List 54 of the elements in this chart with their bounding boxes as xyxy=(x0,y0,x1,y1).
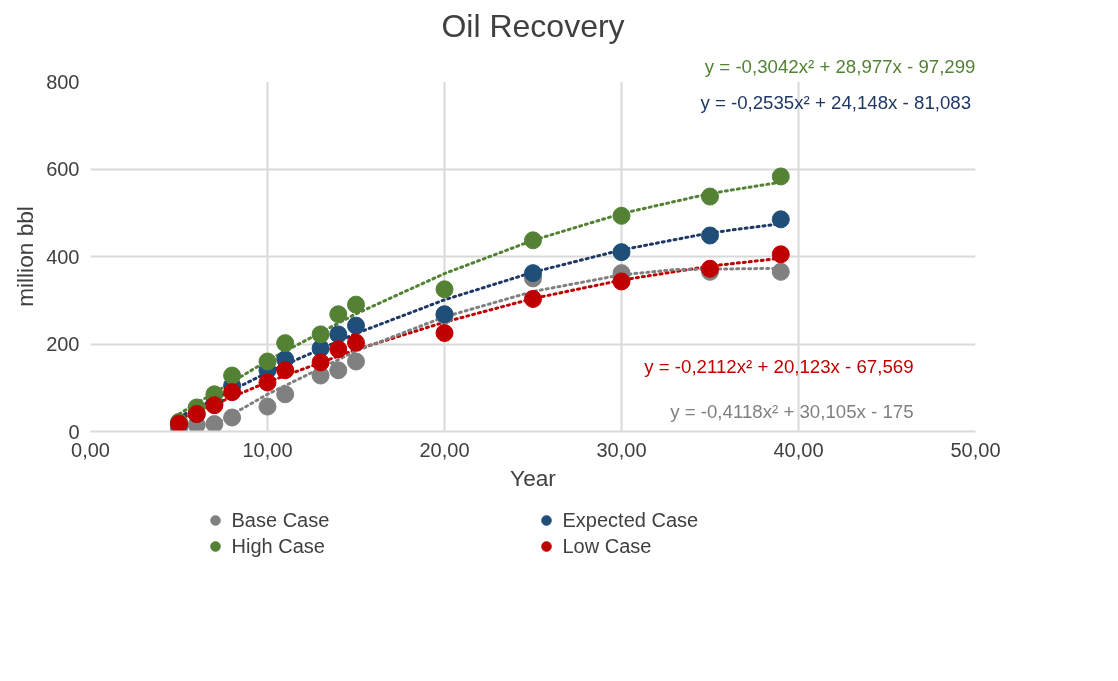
point xyxy=(771,245,790,264)
point xyxy=(276,361,295,380)
y-tick-label: 800 xyxy=(46,70,80,93)
y-tick-label: 400 xyxy=(46,245,80,268)
y-axis-title: million bbl xyxy=(12,206,39,307)
point xyxy=(347,316,365,335)
point xyxy=(329,305,348,324)
point xyxy=(329,325,348,344)
point xyxy=(258,373,277,392)
point xyxy=(258,397,277,416)
point xyxy=(311,325,330,344)
point xyxy=(612,206,631,225)
point xyxy=(771,210,790,229)
point xyxy=(612,272,631,291)
y-tick-label: 600 xyxy=(46,158,80,180)
point xyxy=(524,289,542,308)
point xyxy=(524,231,542,250)
x-tick-label: 40,00 xyxy=(773,438,824,461)
point xyxy=(771,167,790,186)
point xyxy=(276,334,295,353)
point xyxy=(524,264,542,283)
point xyxy=(347,333,365,352)
legend-label: Base Case xyxy=(231,508,331,532)
legend-label: Low Case xyxy=(562,534,653,558)
text: y = -0,3042x² + 28,977x - 97,299 xyxy=(704,55,976,77)
chart-title: Oil Recovery xyxy=(441,7,625,44)
x-axis-title: Year xyxy=(510,464,557,491)
legend-label: Expected Case xyxy=(562,508,700,532)
point xyxy=(205,415,224,432)
point xyxy=(771,262,790,281)
point xyxy=(612,243,631,262)
annotation: y = -0,2535x² + 24,148x - 81,083 xyxy=(700,92,972,113)
point xyxy=(347,295,365,314)
point xyxy=(435,324,454,343)
x-tick-label: 50,00 xyxy=(950,438,1001,461)
point xyxy=(223,366,242,385)
point xyxy=(329,340,348,359)
point xyxy=(701,187,719,206)
point xyxy=(258,352,277,371)
point xyxy=(223,383,242,402)
point xyxy=(435,280,454,299)
x-tick-label: 30,00 xyxy=(596,438,647,461)
point xyxy=(329,361,348,380)
annotation: y = -0,2112x² + 20,123x - 67,569 xyxy=(644,356,914,378)
point xyxy=(311,353,330,372)
point xyxy=(701,226,719,245)
point xyxy=(276,385,295,404)
x-tick-label: 10,00 xyxy=(242,438,293,461)
y-tick-label: 200 xyxy=(46,333,80,355)
legend-label: High Case xyxy=(231,534,326,558)
point xyxy=(223,408,242,427)
x-tick-label: 20,00 xyxy=(419,438,470,461)
annotation: y = -0,4118x² + 30,105x - 175 xyxy=(670,401,914,423)
point xyxy=(347,352,365,371)
